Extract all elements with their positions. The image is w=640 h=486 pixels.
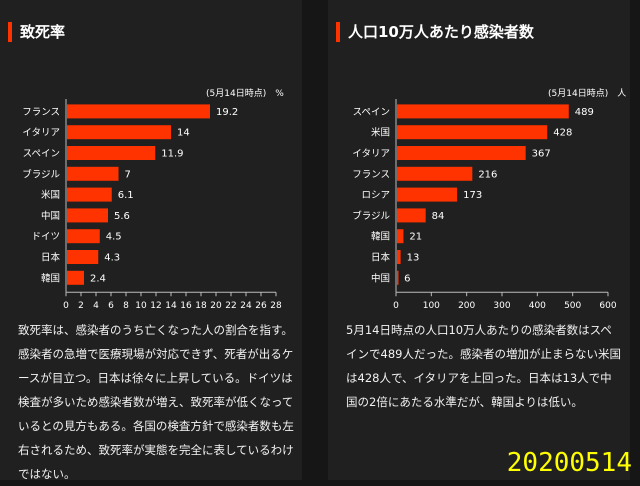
fatality-value-label: 11.9	[161, 149, 183, 160]
cases-category-label: 米国	[371, 127, 390, 139]
cases-category-label: イタリア	[352, 149, 390, 160]
fatality-rate-panel: 致死率 (5月14日時点) % フランス 19.2 イタリア 14 スペイン 11.9 ブラ…	[0, 0, 302, 481]
fatality-category-label: 米国	[41, 189, 60, 201]
cases-bar	[397, 270, 399, 285]
fatality-category-label: ドイツ	[31, 232, 60, 243]
fatality-value-label: 19.2	[216, 107, 238, 118]
cases-bar	[397, 125, 548, 140]
fatality-title: 致死率	[20, 23, 66, 41]
cases-value-label: 13	[407, 253, 420, 264]
cases-bar	[397, 104, 569, 119]
cases-x-tick-label: 400	[529, 301, 546, 310]
fatality-x-tick-label: 2	[78, 301, 84, 310]
cases-category-label: 中国	[371, 272, 390, 284]
fatality-category-label: イタリア	[22, 128, 60, 139]
fatality-bar	[67, 166, 119, 181]
cases-bar	[397, 166, 473, 181]
fatality-bar	[67, 146, 156, 160]
fatality-x-tick-label: 24	[240, 301, 252, 310]
fatality-bar	[67, 125, 171, 140]
fatality-value-label: 6.1	[118, 190, 134, 201]
fatality-x-tick-label: 0	[63, 301, 69, 310]
cases-category-label: 韓国	[371, 232, 390, 243]
title-accent-bar	[336, 22, 340, 42]
cases-bar	[397, 208, 426, 223]
cases-value-label: 6	[404, 273, 410, 284]
date-stamp: 20200514	[506, 448, 632, 478]
cases-per-100k-panel: 人口10万人あたり感染者数 (5月14日時点) 人 スペイン 489 米国 428 イタ…	[328, 0, 630, 480]
fatality-category-label: フランス	[22, 107, 60, 118]
cases-description: 5月14日時点の人口10万人あたりの感染者数はスペインで489人だった。感染者の…	[346, 323, 621, 409]
fatality-x-tick-label: 26	[255, 301, 267, 310]
cases-x-tick-label: 100	[423, 301, 440, 310]
cases-x-tick-label: 0	[393, 301, 399, 310]
fatality-category-label: スペイン	[23, 149, 60, 160]
fatality-bar	[67, 270, 84, 285]
fatality-x-tick-label: 22	[225, 301, 236, 310]
fatality-category-label: 日本	[41, 252, 61, 264]
fatality-bar	[67, 104, 210, 119]
fatality-x-tick-label: 14	[165, 301, 177, 310]
fatality-bar	[67, 187, 112, 202]
cases-value-label: 173	[463, 190, 482, 201]
fatality-bar	[67, 208, 108, 223]
cases-category-label: ブラジル	[352, 210, 390, 222]
fatality-bar	[67, 229, 100, 244]
cases-category-label: フランス	[352, 169, 390, 180]
cases-value-label: 428	[553, 128, 572, 139]
cases-value-label: 21	[409, 232, 422, 243]
cases-category-label: 日本	[371, 252, 391, 264]
fatality-x-tick-label: 12	[150, 301, 161, 310]
fatality-value-label: 4.5	[106, 232, 122, 243]
cases-unit-note: (5月14日時点) 人	[548, 89, 627, 99]
fatality-x-tick-label: 16	[180, 301, 192, 310]
fatality-value-label: 5.6	[114, 211, 130, 222]
fatality-x-tick-label: 28	[270, 301, 282, 310]
fatality-category-label: 韓国	[41, 273, 60, 284]
fatality-bar	[67, 250, 99, 264]
cases-x-tick-label: 300	[493, 301, 510, 310]
fatality-x-tick-label: 18	[195, 301, 207, 310]
fatality-x-tick-label: 4	[93, 301, 99, 310]
fatality-value-label: 7	[125, 169, 131, 180]
cases-x-tick-label: 500	[564, 301, 581, 310]
fatality-x-tick-label: 6	[108, 301, 114, 310]
fatality-category-label: 中国	[41, 210, 60, 222]
cases-title: 人口10万人あたり感染者数	[348, 23, 534, 41]
fatality-x-tick-label: 10	[135, 301, 147, 310]
cases-bar	[397, 146, 526, 160]
fatality-x-tick-label: 8	[123, 301, 129, 310]
fatality-bar-chart: フランス 19.2 イタリア 14 スペイン 11.9 ブラジル 7 米国 6.1 中国 5.6 ドイツ…	[22, 99, 282, 310]
cases-bar	[397, 229, 404, 244]
fatality-x-tick-label: 20	[210, 301, 222, 310]
fatality-value-label: 4.3	[104, 253, 120, 264]
cases-value-label: 489	[575, 107, 594, 118]
fatality-category-label: ブラジル	[22, 168, 60, 180]
title-accent-bar	[8, 22, 12, 42]
cases-category-label: スペイン	[353, 107, 390, 118]
cases-x-tick-label: 600	[599, 301, 616, 310]
cases-category-label: ロシア	[361, 190, 390, 201]
cases-bar	[397, 187, 458, 202]
cases-value-label: 216	[478, 169, 497, 180]
cases-value-label: 367	[532, 149, 551, 160]
fatality-value-label: 2.4	[90, 273, 106, 284]
cases-x-tick-label: 200	[458, 301, 475, 310]
cases-bar	[397, 250, 401, 264]
cases-value-label: 84	[432, 211, 445, 222]
fatality-value-label: 14	[177, 128, 190, 139]
fatality-description: 致死率は、感染者のうち亡くなった人の割合を指す。感染者の急増で医療現場が対応でき…	[18, 323, 294, 481]
fatality-unit-note: (5月14日時点) %	[206, 89, 284, 99]
